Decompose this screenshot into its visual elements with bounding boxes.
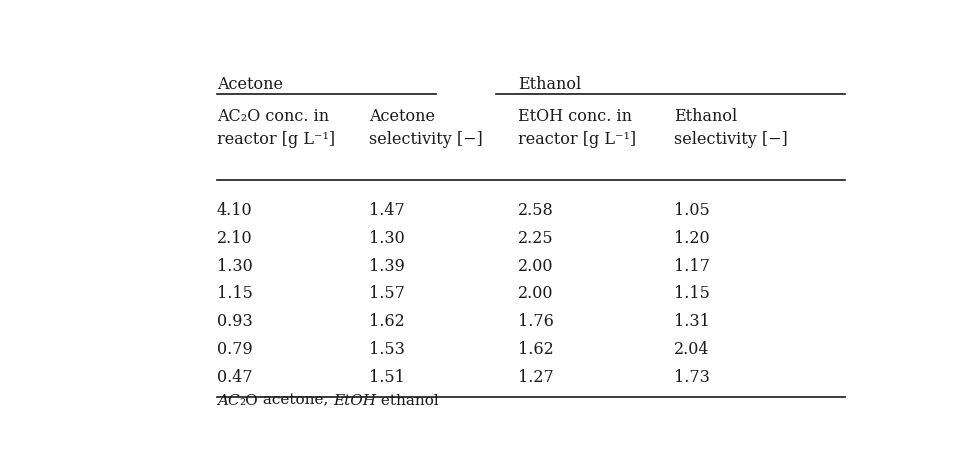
Text: 2.58: 2.58: [518, 202, 554, 219]
Text: 1.76: 1.76: [518, 313, 554, 330]
Text: Acetone
selectivity [−]: Acetone selectivity [−]: [370, 109, 483, 147]
Text: 0.93: 0.93: [217, 313, 252, 330]
Text: 1.15: 1.15: [674, 285, 710, 302]
Text: 1.62: 1.62: [518, 341, 554, 358]
Text: 1.15: 1.15: [217, 285, 252, 302]
Text: Ethanol
selectivity [−]: Ethanol selectivity [−]: [674, 109, 788, 147]
Text: 1.05: 1.05: [674, 202, 710, 219]
Text: 2.04: 2.04: [674, 341, 709, 358]
Text: 0.79: 0.79: [217, 341, 252, 358]
Text: 1.53: 1.53: [370, 341, 405, 358]
Text: 1.73: 1.73: [674, 369, 710, 386]
Text: 1.30: 1.30: [370, 230, 405, 247]
Text: 1.17: 1.17: [674, 257, 710, 275]
Text: 1.51: 1.51: [370, 369, 405, 386]
Text: 2.00: 2.00: [518, 285, 554, 302]
Text: 1.30: 1.30: [217, 257, 252, 275]
Text: AC₂O conc. in
reactor [g L⁻¹]: AC₂O conc. in reactor [g L⁻¹]: [217, 109, 335, 147]
Text: ethanol: ethanol: [376, 394, 439, 408]
Text: acetone,: acetone,: [258, 394, 333, 408]
Text: EtOH: EtOH: [333, 394, 376, 408]
Text: 0.47: 0.47: [217, 369, 252, 386]
Text: 1.39: 1.39: [370, 257, 405, 275]
Text: 1.27: 1.27: [518, 369, 554, 386]
Text: 1.62: 1.62: [370, 313, 405, 330]
Text: 1.20: 1.20: [674, 230, 709, 247]
Text: 1.57: 1.57: [370, 285, 405, 302]
Text: Acetone: Acetone: [217, 76, 283, 93]
Text: EtOH conc. in
reactor [g L⁻¹]: EtOH conc. in reactor [g L⁻¹]: [518, 109, 636, 147]
Text: ₂O: ₂O: [239, 394, 258, 408]
Text: AC: AC: [217, 394, 239, 408]
Text: Ethanol: Ethanol: [518, 76, 582, 93]
Text: 2.25: 2.25: [518, 230, 554, 247]
Text: 4.10: 4.10: [217, 202, 252, 219]
Text: 1.47: 1.47: [370, 202, 405, 219]
Text: 1.31: 1.31: [674, 313, 710, 330]
Text: 2.10: 2.10: [217, 230, 252, 247]
Text: 2.00: 2.00: [518, 257, 554, 275]
